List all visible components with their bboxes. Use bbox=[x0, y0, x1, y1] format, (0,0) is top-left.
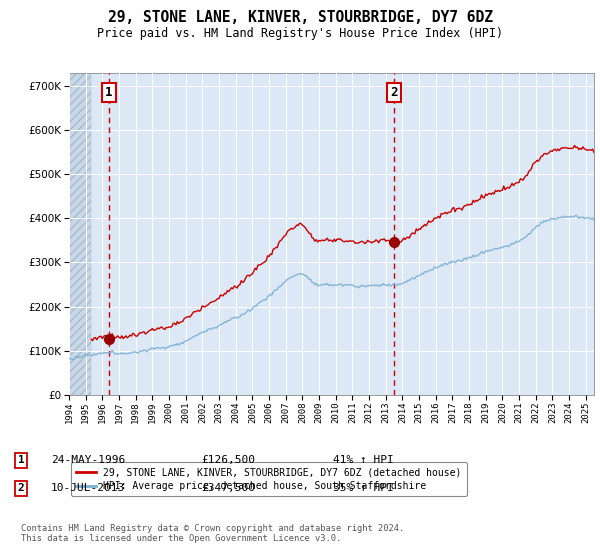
Text: 1: 1 bbox=[105, 86, 113, 99]
Text: £347,500: £347,500 bbox=[201, 483, 255, 493]
Text: 24-MAY-1996: 24-MAY-1996 bbox=[51, 455, 125, 465]
Text: £126,500: £126,500 bbox=[201, 455, 255, 465]
Text: 10-JUL-2013: 10-JUL-2013 bbox=[51, 483, 125, 493]
Bar bbox=[69, 73, 91, 395]
Text: 29, STONE LANE, KINVER, STOURBRIDGE, DY7 6DZ: 29, STONE LANE, KINVER, STOURBRIDGE, DY7… bbox=[107, 10, 493, 25]
Text: 41% ↑ HPI: 41% ↑ HPI bbox=[333, 455, 394, 465]
Text: Price paid vs. HM Land Registry's House Price Index (HPI): Price paid vs. HM Land Registry's House … bbox=[97, 27, 503, 40]
Legend: 29, STONE LANE, KINVER, STOURBRIDGE, DY7 6DZ (detached house), HPI: Average pric: 29, STONE LANE, KINVER, STOURBRIDGE, DY7… bbox=[71, 463, 467, 496]
Text: 1: 1 bbox=[17, 455, 25, 465]
Text: Contains HM Land Registry data © Crown copyright and database right 2024.
This d: Contains HM Land Registry data © Crown c… bbox=[21, 524, 404, 543]
Text: 2: 2 bbox=[17, 483, 25, 493]
Text: 35% ↑ HPI: 35% ↑ HPI bbox=[333, 483, 394, 493]
Text: 2: 2 bbox=[391, 86, 398, 99]
